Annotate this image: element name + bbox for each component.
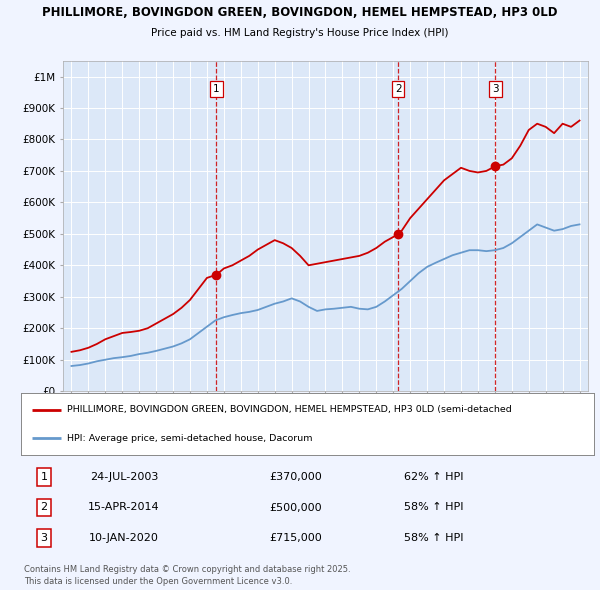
Text: 58% ↑ HPI: 58% ↑ HPI bbox=[404, 503, 463, 513]
Text: PHILLIMORE, BOVINGDON GREEN, BOVINGDON, HEMEL HEMPSTEAD, HP3 0LD (semi-detached: PHILLIMORE, BOVINGDON GREEN, BOVINGDON, … bbox=[67, 405, 512, 414]
Text: 1: 1 bbox=[213, 84, 220, 94]
Text: 58% ↑ HPI: 58% ↑ HPI bbox=[404, 533, 463, 543]
Text: 62% ↑ HPI: 62% ↑ HPI bbox=[404, 472, 463, 482]
Text: 3: 3 bbox=[492, 84, 499, 94]
Text: 15-APR-2014: 15-APR-2014 bbox=[88, 503, 160, 513]
Text: Contains HM Land Registry data © Crown copyright and database right 2025.
This d: Contains HM Land Registry data © Crown c… bbox=[24, 565, 350, 586]
Text: HPI: Average price, semi-detached house, Dacorum: HPI: Average price, semi-detached house,… bbox=[67, 434, 313, 442]
Text: Price paid vs. HM Land Registry's House Price Index (HPI): Price paid vs. HM Land Registry's House … bbox=[151, 28, 449, 38]
Text: £715,000: £715,000 bbox=[269, 533, 322, 543]
Text: £370,000: £370,000 bbox=[269, 472, 322, 482]
Text: 24-JUL-2003: 24-JUL-2003 bbox=[90, 472, 158, 482]
Text: 10-JAN-2020: 10-JAN-2020 bbox=[89, 533, 159, 543]
Text: 2: 2 bbox=[40, 503, 47, 513]
Text: PHILLIMORE, BOVINGDON GREEN, BOVINGDON, HEMEL HEMPSTEAD, HP3 0LD: PHILLIMORE, BOVINGDON GREEN, BOVINGDON, … bbox=[42, 5, 558, 18]
Text: £500,000: £500,000 bbox=[270, 503, 322, 513]
Text: 3: 3 bbox=[40, 533, 47, 543]
Text: 2: 2 bbox=[395, 84, 401, 94]
Text: 1: 1 bbox=[40, 472, 47, 482]
